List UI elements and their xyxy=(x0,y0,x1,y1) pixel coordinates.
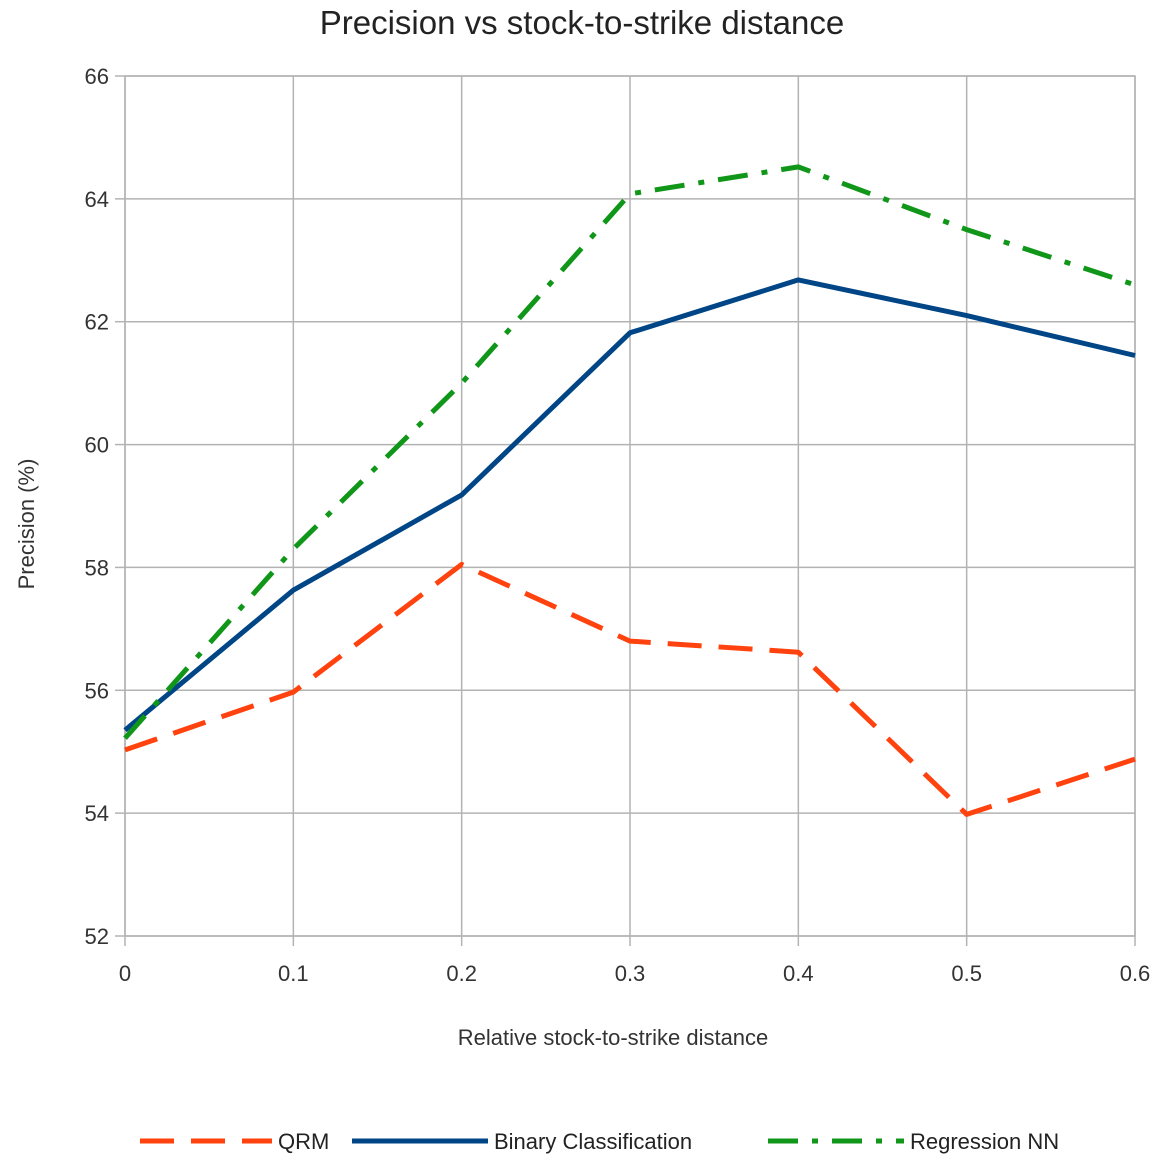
x-axis-title: Relative stock-to-strike distance xyxy=(458,1025,769,1050)
y-tick-label: 66 xyxy=(85,64,109,89)
x-tick-label: 0.2 xyxy=(446,961,477,986)
legend-label: QRM xyxy=(278,1129,329,1154)
x-tick-label: 0.5 xyxy=(951,961,982,986)
y-tick-label: 62 xyxy=(85,310,109,335)
y-tick-label: 60 xyxy=(85,433,109,458)
x-tick-label: 0.1 xyxy=(278,961,309,986)
y-tick-label: 54 xyxy=(85,801,109,826)
y-tick-label: 64 xyxy=(85,187,109,212)
x-tick-label: 0.4 xyxy=(783,961,814,986)
x-tick-label: 0.3 xyxy=(615,961,646,986)
y-axis-title: Precision (%) xyxy=(14,459,39,590)
x-tick-label: 0.6 xyxy=(1120,961,1151,986)
legend: QRM Binary Classification Regression NN xyxy=(140,1129,1059,1154)
y-tick-label: 56 xyxy=(85,678,109,703)
y-tick-label: 52 xyxy=(85,924,109,949)
y-tick-label: 58 xyxy=(85,555,109,580)
x-tick-label: 0 xyxy=(119,961,131,986)
chart-title: Precision vs stock-to-strike distance xyxy=(320,4,845,41)
legend-label: Regression NN xyxy=(910,1129,1059,1154)
axes: 52 54 56 58 60 62 64 66 0 0.1 0.2 0.3 0.4 0.5 0.6 xyxy=(85,64,1151,986)
legend-label: Binary Classification xyxy=(494,1129,692,1154)
